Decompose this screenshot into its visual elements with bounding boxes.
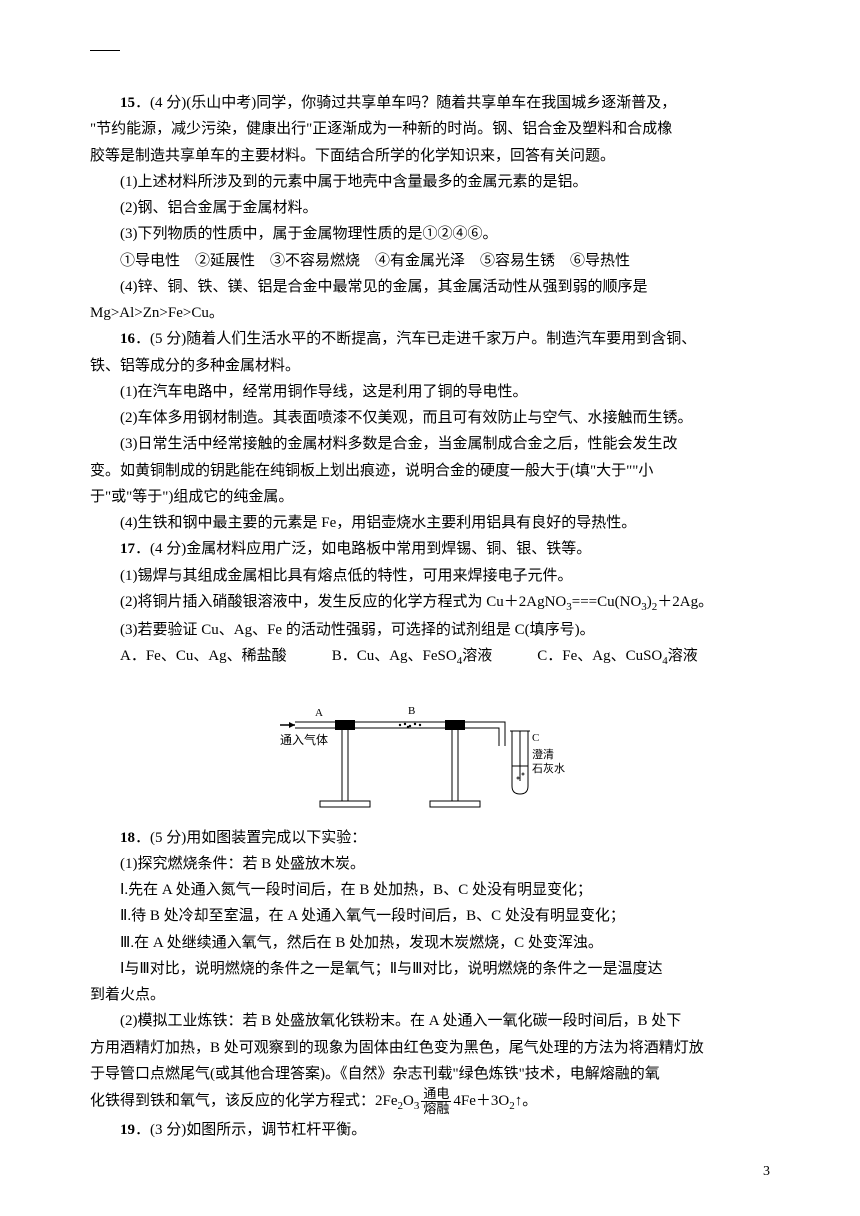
q17-p2: (2)将铜片插入硝酸银溶液中，发生反应的化学方程式为 Cu＋2AgNO 3===C… — [90, 589, 770, 617]
q16-p3c: 于"或"等于")组成它的纯金属。 — [90, 484, 770, 510]
reaction-condition: 通电熔融 — [421, 1087, 451, 1117]
q18-c1: Ⅰ与Ⅲ对比，说明燃烧的条件之一是氧气；Ⅱ与Ⅲ对比，说明燃烧的条件之一是温度达 — [90, 956, 770, 982]
label-B: B — [408, 705, 415, 717]
q18-p2d-mid2: 4Fe＋3O — [453, 1093, 509, 1109]
label-lime-1: 澄清 — [532, 747, 554, 761]
q17-optB-pre: B．Cu、Ag、FeSO — [332, 648, 457, 664]
q16-p3a: (3)日常生活中经常接触的金属材料多数是合金，当金属制成合金之后，性能会发生改 — [90, 431, 770, 457]
q15-line1: 15．(4 分)(乐山中考)同学，你骑过共享单车吗？随着共享单车在我国城乡逐渐普… — [90, 90, 770, 116]
q16-txt1: ．(5 分)随着人们生活水平的不断提高，汽车已走进千家万户。制造汽车要用到含铜、 — [135, 331, 696, 347]
label-A: A — [315, 707, 323, 719]
q18-p2d-mid: O — [403, 1093, 414, 1109]
q16-line2: 铁、铝等成分的多种金属材料。 — [90, 353, 770, 379]
q18-p2d: 化铁得到铁和氧气，该反应的化学方程式：2Fe2O3通电熔融4Fe＋3O2↑。 — [90, 1087, 770, 1117]
document-page: 15．(4 分)(乐山中考)同学，你骑过共享单车吗？随着共享单车在我国城乡逐渐普… — [0, 0, 860, 1216]
q18-s1: Ⅰ.先在 A 处通入氮气一段时间后，在 B 处加热，B、C 处没有明显变化； — [90, 877, 770, 903]
q17-optC-suf: 溶液 — [668, 648, 698, 664]
q17-optB-suf: 溶液 — [462, 648, 492, 664]
q15-number: 15 — [120, 95, 135, 111]
q16-p1: (1)在汽车电路中，经常用铜作导线，这是利用了铜的导电性。 — [90, 379, 770, 405]
q17-optA: A．Fe、Cu、Ag、稀盐酸 — [120, 648, 287, 664]
experiment-figure: A B C 通入气体 澄清 石灰水 — [90, 686, 770, 821]
frac-bot: 熔融 — [421, 1102, 451, 1116]
q16-p4: (4)生铁和钢中最主要的元素是 Fe，用铝壶烧水主要利用铝具有良好的导热性。 — [90, 510, 770, 536]
q17-line1: 17．(4 分)金属材料应用广泛，如电路板中常用到焊锡、铜、银、铁等。 — [90, 536, 770, 562]
sub-o3: 3 — [414, 1100, 420, 1112]
q18-p1: (1)探究燃烧条件：若 B 处盛放木炭。 — [90, 851, 770, 877]
q18-p2d-end: ↑。 — [515, 1093, 538, 1109]
q15-p1: (1)上述材料所涉及到的元素中属于地壳中含量最多的金属元素的是铝。 — [90, 169, 770, 195]
q15-p4b: Mg>Al>Zn>Fe>Cu。 — [90, 300, 770, 326]
q17-txt1: ．(4 分)金属材料应用广泛，如电路板中常用到焊锡、铜、银、铁等。 — [135, 541, 591, 557]
q18-p2d-pre: 化铁得到铁和氧气，该反应的化学方程式：2Fe — [90, 1093, 398, 1109]
q16-p3b: 变。如黄铜制成的钥匙能在纯铜板上划出痕迹，说明合金的硬度一般大于(填"大于""小 — [90, 458, 770, 484]
top-rule — [90, 50, 120, 51]
q18-c1b: 到着火点。 — [90, 982, 770, 1008]
q19-line1: 19．(3 分)如图所示，调节杠杆平衡。 — [90, 1117, 770, 1143]
q15-txt1: ．(4 分)(乐山中考)同学，你骑过共享单车吗？随着共享单车在我国城乡逐渐普及， — [135, 95, 676, 111]
q15-p3: (3)下列物质的性质中，属于金属物理性质的是①②④⑥。 — [90, 221, 770, 247]
sub-3b: 3 — [641, 601, 647, 613]
q18-p2c: 于导管口点燃尾气(或其他合理答案)。《自然》杂志刊载"绿色炼铁"技术，电解熔融的… — [90, 1061, 770, 1087]
q17-optC-pre: C．Fe、Ag、CuSO — [537, 648, 662, 664]
frac-top: 通电 — [421, 1087, 451, 1102]
q18-line1: 18．(5 分)用如图装置完成以下实验： — [90, 825, 770, 851]
q15-p4a: (4)锌、铜、铁、镁、铝是合金中最常见的金属，其金属活动性从强到弱的顺序是 — [90, 274, 770, 300]
page-number: 3 — [763, 1164, 770, 1180]
q18-txt1: ．(5 分)用如图装置完成以下实验： — [135, 830, 366, 846]
q17-p2-mid: ===Cu(NO — [572, 594, 642, 610]
q15-p2: (2)钢、铝合金属于金属材料。 — [90, 195, 770, 221]
q15-line2: "节约能源，减少污染，健康出行"正逐渐成为一种新的时尚。钢、铝合金及塑料和合成橡 — [90, 116, 770, 142]
q15-line3: 胶等是制造共享单车的主要材料。下面结合所学的化学知识来，回答有关问题。 — [90, 143, 770, 169]
q16-line1: 16．(5 分)随着人们生活水平的不断提高，汽车已走进千家万户。制造汽车要用到含… — [90, 326, 770, 352]
q18-p2b: 方用酒精灯加热，B 处可观察到的现象为固体由红色变为黑色，尾气处理的方法为将酒精… — [90, 1035, 770, 1061]
q17-options: A．Fe、Cu、Ag、稀盐酸 B．Cu、Ag、FeSO4溶液 C．Fe、Ag、C… — [90, 643, 770, 671]
q17-p1: (1)锡焊与其组成金属相比具有熔点低的特性，可用来焊接电子元件。 — [90, 563, 770, 589]
q18-s2: Ⅱ.待 B 处冷却至室温，在 A 处通入氧气一段时间后，B、C 处没有明显变化； — [90, 903, 770, 929]
q18-s3: Ⅲ.在 A 处继续通入氧气，然后在 B 处加热，发现木炭燃烧，C 处变浑浊。 — [90, 930, 770, 956]
q17-p3: (3)若要验证 Cu、Ag、Fe 的活动性强弱，可选择的试剂组是 C(填序号)。 — [90, 617, 770, 643]
q17-p2-end: ＋2Ag。 — [657, 594, 713, 610]
q19-number: 19 — [120, 1122, 135, 1138]
q16-number: 16 — [120, 331, 135, 347]
q18-number: 18 — [120, 830, 135, 846]
label-lime-2: 石灰水 — [532, 761, 565, 775]
apparatus-svg: A B C 通入气体 澄清 石灰水 — [280, 686, 580, 816]
label-gas: 通入气体 — [280, 732, 328, 747]
label-C: C — [532, 732, 539, 744]
q16-p2: (2)车体多用钢材制造。其表面喷漆不仅美观，而且可有效防止与空气、水接触而生锈。 — [90, 405, 770, 431]
q17-number: 17 — [120, 541, 135, 557]
q15-p3b: ①导电性 ②延展性 ③不容易燃烧 ④有金属光泽 ⑤容易生锈 ⑥导热性 — [90, 248, 770, 274]
q18-p2a: (2)模拟工业炼铁：若 B 处盛放氧化铁粉末。在 A 处通入一氧化碳一段时间后，… — [90, 1008, 770, 1034]
q17-p2-pre: (2)将铜片插入硝酸银溶液中，发生反应的化学方程式为 Cu＋2AgNO — [120, 594, 566, 610]
q19-txt1: ．(3 分)如图所示，调节杠杆平衡。 — [135, 1122, 366, 1138]
